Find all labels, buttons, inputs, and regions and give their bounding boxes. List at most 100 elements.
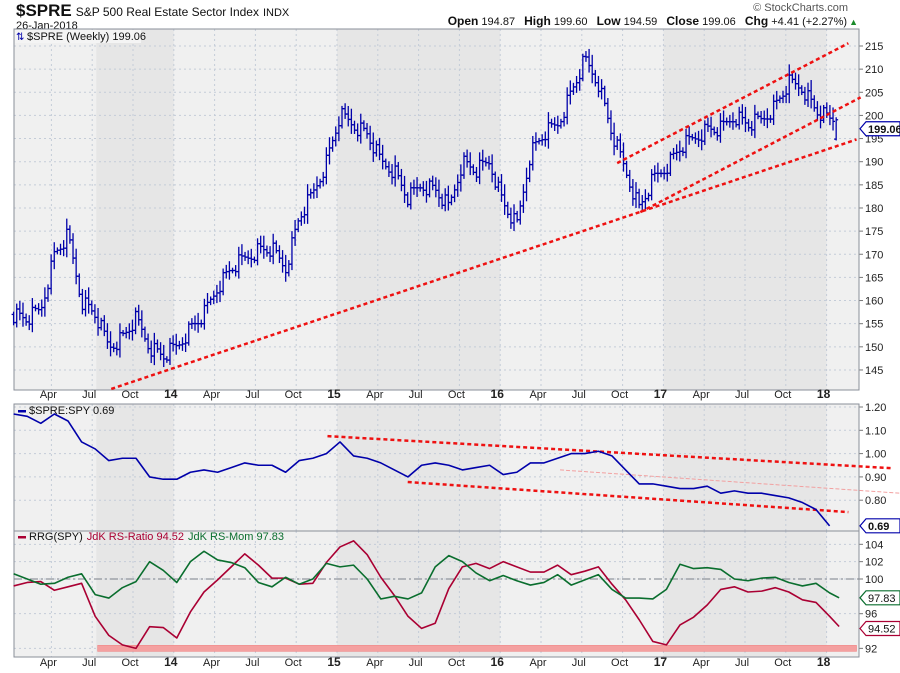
x-tick-label: Apr: [529, 657, 546, 669]
x-tick-label: Oct: [774, 657, 791, 669]
close-value: 199.06: [702, 16, 736, 28]
up-triangle-icon: ▲: [849, 17, 858, 27]
y-tick-label: 210: [865, 64, 883, 76]
shaded-year-band: [663, 531, 827, 657]
value-tag-box: [859, 121, 900, 137]
shaded-year-band: [663, 404, 827, 531]
value-tag-text: 199.06: [868, 124, 900, 136]
x-tick-label: 15: [327, 387, 341, 401]
value-tag-text: 97.83: [868, 593, 896, 605]
y-tick-label: 195: [865, 134, 883, 146]
open-value: 194.87: [481, 16, 516, 28]
rs-trendline: [407, 480, 849, 514]
value-tag-text: 94.52: [868, 624, 896, 636]
high-value: 199.60: [553, 16, 588, 28]
low-value: 194.59: [623, 16, 658, 28]
x-tick-label: 16: [491, 655, 505, 669]
high-label: High: [524, 14, 551, 28]
exchange: INDX: [262, 7, 290, 19]
y-tick-label: 180: [865, 203, 883, 215]
x-tick-label: Apr: [693, 389, 710, 401]
y-tick-label: 160: [865, 296, 883, 308]
y-tick-label: 92: [865, 643, 877, 655]
rs-legend-text: $SPRE:SPY 0.69: [29, 405, 114, 417]
rrg-legend-title: RRG(SPY): [29, 531, 83, 543]
shaded-year-band: [96, 404, 174, 531]
x-tick-label: Oct: [774, 389, 791, 401]
x-tick-label: Jul: [245, 657, 259, 669]
rs-momentum-value-tag: 97.83: [859, 590, 900, 606]
x-tick-label: Jul: [572, 657, 586, 669]
y-tick-label: 150: [865, 342, 883, 354]
legend-background: [15, 30, 141, 43]
price-trendline: [110, 138, 857, 391]
rrg-legend-swatch: [18, 536, 26, 539]
x-tick-label: Apr: [529, 389, 546, 401]
shaded-year-band: [96, 531, 174, 657]
y-tick-label: 200: [865, 110, 883, 122]
rs-legend-swatch: [18, 410, 26, 413]
x-tick-label: Oct: [285, 389, 302, 401]
x-tick-label: Jul: [82, 389, 96, 401]
price-legend-text: $SPRE (Weekly) 199.06: [27, 31, 146, 43]
chart-title: $SPRE S&P 500 Real Estate Sector Index IND…: [16, 1, 289, 23]
price-last-value-tag: 199.06: [859, 121, 900, 137]
price-bars: [11, 48, 839, 368]
y-tick-label: 1.10: [865, 425, 886, 437]
rs-ratio-line: [13, 540, 840, 650]
open-label: Open: [447, 14, 479, 28]
ohlc-summary: Open 194.87 High 199.60 Low 194.59 Close…: [442, 15, 858, 29]
y-tick-label: 100: [865, 574, 883, 586]
y-tick-label: 170: [865, 249, 883, 261]
x-tick-label: Apr: [693, 657, 710, 669]
panel-border: [13, 530, 860, 658]
x-tick-label: 17: [654, 655, 668, 669]
x-tick-label: Apr: [366, 389, 383, 401]
y-tick-label: 96: [865, 609, 877, 621]
rs-last-value-tag: 0.69: [859, 518, 900, 534]
x-tick-label: Oct: [121, 657, 138, 669]
y-tick-label: 190: [865, 157, 883, 169]
y-tick-label: 215: [865, 41, 883, 53]
ohlc-bars-icon: ⇅: [16, 32, 24, 43]
y-tick-label: 0.90: [865, 472, 886, 484]
y-tick-label: 104: [865, 539, 883, 551]
x-tick-label: Apr: [40, 657, 57, 669]
x-tick-label: 14: [164, 387, 178, 401]
change-label: Chg: [744, 14, 769, 28]
x-tick-label: Oct: [448, 657, 465, 669]
rs-ratio-legend: JdK RS-Ratio 94.52: [87, 531, 184, 543]
panel-legend: $SPRE:SPY 0.69: [29, 405, 114, 417]
x-tick-label: Oct: [448, 389, 465, 401]
x-tick-label: Oct: [285, 657, 302, 669]
x-tick-label: 18: [817, 655, 831, 669]
value-tag-box: [859, 518, 900, 534]
y-tick-label: 155: [865, 319, 883, 331]
highlight-band: [97, 645, 857, 652]
rs-ratio-value-tag: 94.52: [859, 620, 900, 637]
x-tick-label: Apr: [366, 657, 383, 669]
rs-momentum-legend: JdK RS-Mom 97.83: [188, 531, 284, 543]
value-tag-box: [859, 590, 900, 606]
x-tick-label: Jul: [245, 389, 259, 401]
x-tick-label: 14: [164, 655, 178, 669]
x-tick-label: 17: [654, 387, 668, 401]
rs-trendline: [560, 469, 900, 494]
y-tick-label: 1.00: [865, 449, 886, 461]
value-tag-box: [859, 620, 900, 637]
y-tick-label: 1.20: [865, 402, 886, 414]
y-tick-label: 165: [865, 272, 883, 284]
value-tag-text: 0.69: [868, 521, 889, 533]
rs-trendline: [327, 434, 894, 470]
x-tick-label: Oct: [611, 657, 628, 669]
low-label: Low: [596, 14, 621, 28]
close-label: Close: [666, 14, 700, 28]
x-tick-label: Jul: [409, 657, 423, 669]
x-tick-label: Jul: [82, 657, 96, 669]
x-tick-label: Jul: [735, 657, 749, 669]
price-bar: [834, 117, 839, 141]
x-tick-label: Oct: [121, 389, 138, 401]
rs-line: [13, 413, 831, 527]
x-tick-label: Oct: [611, 389, 628, 401]
panel-legend: $SPRE (Weekly) 199.06: [27, 31, 146, 43]
